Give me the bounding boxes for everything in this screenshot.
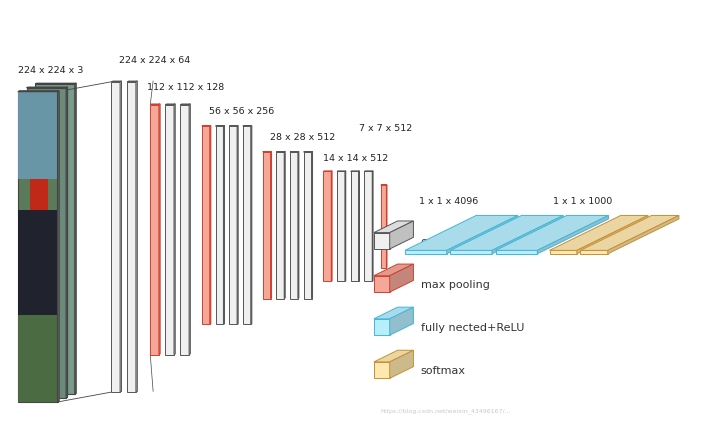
Polygon shape	[120, 82, 122, 392]
Polygon shape	[210, 126, 211, 325]
Text: 7 x 7 x 512: 7 x 7 x 512	[360, 124, 413, 133]
Polygon shape	[284, 152, 285, 299]
Polygon shape	[351, 172, 359, 282]
Text: 14 x 14 x 512: 14 x 14 x 512	[324, 154, 388, 163]
Polygon shape	[27, 88, 68, 89]
Polygon shape	[374, 233, 390, 249]
Polygon shape	[262, 153, 270, 299]
Polygon shape	[229, 126, 238, 127]
Polygon shape	[374, 319, 390, 335]
Polygon shape	[216, 127, 224, 325]
Polygon shape	[450, 251, 492, 254]
Text: fully nected+ReLU: fully nected+ReLU	[421, 322, 524, 332]
Polygon shape	[390, 307, 413, 335]
Polygon shape	[537, 216, 608, 254]
Text: 112 x 112 x 128: 112 x 112 x 128	[147, 83, 224, 92]
Polygon shape	[111, 83, 120, 392]
Polygon shape	[390, 264, 413, 292]
Polygon shape	[127, 83, 136, 392]
Polygon shape	[237, 126, 238, 325]
Polygon shape	[159, 105, 160, 355]
Polygon shape	[270, 152, 272, 299]
Polygon shape	[127, 82, 137, 83]
Text: 28 x 28 x 512: 28 x 28 x 512	[270, 132, 335, 141]
Polygon shape	[405, 216, 518, 251]
Polygon shape	[229, 127, 237, 325]
Polygon shape	[276, 153, 284, 299]
Text: 1 x 1 x 1000: 1 x 1 x 1000	[553, 196, 613, 205]
Text: https://blog.csdn.net/weixin_43496167/...: https://blog.csdn.net/weixin_43496167/..…	[380, 407, 511, 413]
Polygon shape	[174, 105, 175, 355]
Polygon shape	[251, 126, 252, 325]
Polygon shape	[374, 276, 390, 292]
Polygon shape	[446, 216, 518, 254]
Polygon shape	[549, 216, 648, 251]
Polygon shape	[180, 105, 189, 355]
Polygon shape	[111, 82, 122, 83]
Polygon shape	[18, 92, 58, 402]
Polygon shape	[18, 92, 58, 179]
Polygon shape	[290, 152, 299, 153]
Polygon shape	[577, 216, 648, 254]
Polygon shape	[243, 126, 252, 127]
Polygon shape	[66, 88, 68, 398]
Polygon shape	[18, 210, 58, 315]
Polygon shape	[18, 315, 58, 402]
Polygon shape	[365, 172, 372, 282]
Polygon shape	[189, 105, 191, 355]
Polygon shape	[35, 85, 75, 394]
Polygon shape	[216, 126, 224, 127]
Text: 224 x 224 x 3: 224 x 224 x 3	[18, 65, 83, 74]
Polygon shape	[27, 89, 66, 398]
Polygon shape	[165, 105, 174, 355]
Polygon shape	[75, 84, 76, 394]
Polygon shape	[303, 153, 311, 299]
Polygon shape	[276, 152, 285, 153]
Polygon shape	[492, 216, 563, 254]
Polygon shape	[337, 172, 345, 282]
Text: softmax: softmax	[421, 365, 466, 375]
Polygon shape	[390, 221, 413, 249]
Text: max pooling: max pooling	[421, 279, 490, 289]
Polygon shape	[608, 216, 679, 254]
Polygon shape	[311, 152, 313, 299]
Polygon shape	[495, 216, 608, 251]
Polygon shape	[150, 105, 159, 355]
Polygon shape	[303, 152, 313, 153]
Polygon shape	[298, 152, 299, 299]
Polygon shape	[202, 126, 211, 127]
Polygon shape	[331, 172, 332, 282]
Polygon shape	[359, 172, 360, 282]
Polygon shape	[374, 362, 390, 378]
Text: 56 x 56 x 256: 56 x 56 x 256	[209, 107, 274, 116]
Polygon shape	[374, 307, 413, 319]
Polygon shape	[345, 172, 346, 282]
Polygon shape	[29, 179, 47, 210]
Text: convolution+ReLU: convolution+ReLU	[421, 236, 523, 246]
Text: 224 x 224 x 64: 224 x 224 x 64	[119, 55, 190, 64]
Polygon shape	[136, 82, 137, 392]
Polygon shape	[374, 264, 413, 276]
Polygon shape	[405, 251, 446, 254]
Polygon shape	[202, 127, 210, 325]
Polygon shape	[374, 221, 413, 233]
Polygon shape	[580, 216, 679, 251]
Polygon shape	[381, 186, 386, 268]
Polygon shape	[58, 92, 59, 402]
Polygon shape	[324, 172, 331, 282]
Polygon shape	[374, 350, 413, 362]
Polygon shape	[580, 251, 608, 254]
Polygon shape	[58, 92, 59, 402]
Polygon shape	[262, 152, 272, 153]
Polygon shape	[35, 84, 76, 85]
Polygon shape	[243, 127, 251, 325]
Polygon shape	[290, 153, 298, 299]
Polygon shape	[450, 216, 563, 251]
Polygon shape	[549, 251, 577, 254]
Polygon shape	[390, 350, 413, 378]
Polygon shape	[372, 172, 373, 282]
Text: 1 x 1 x 4096: 1 x 1 x 4096	[419, 196, 479, 205]
Polygon shape	[495, 251, 537, 254]
